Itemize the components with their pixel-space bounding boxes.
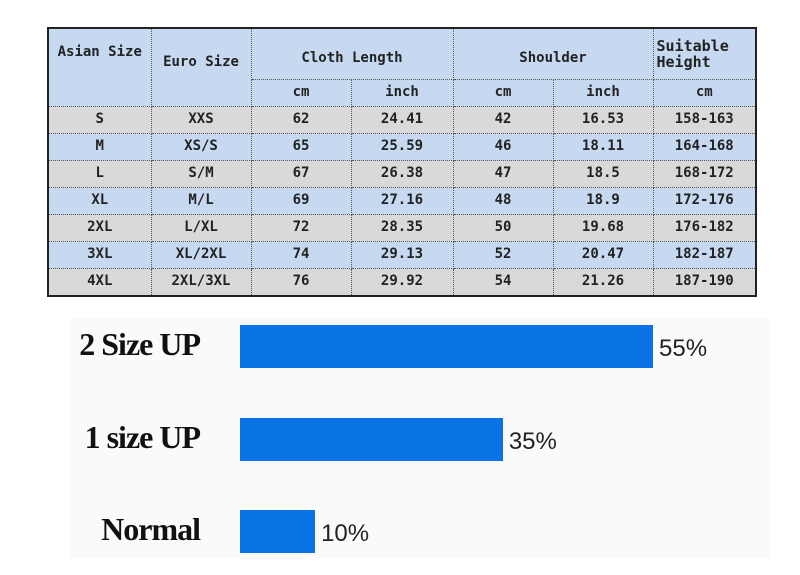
header-suitable-height: Suitable Height bbox=[652, 27, 757, 80]
cell-shoulder-cm: 46 bbox=[452, 133, 554, 161]
cell-cloth-length-inch: 29.92 bbox=[350, 268, 454, 297]
cell-cloth-length-inch: 25.59 bbox=[350, 133, 454, 161]
cell-shoulder-inch: 18.5 bbox=[552, 160, 654, 188]
cell-suitable-height-cm: 176-182 bbox=[652, 214, 757, 242]
size-recommendation-chart: 2 Size UP 55% 1 size UP 35% Normal 10% bbox=[70, 318, 770, 558]
size-chart-table: Asian Size Euro Size Cloth Length Should… bbox=[47, 27, 757, 297]
cell-asian-size: M bbox=[47, 133, 152, 161]
table-row: 2XL L/XL 72 28.35 50 19.68 176-182 bbox=[47, 214, 757, 242]
bar-1-size-up bbox=[240, 418, 503, 461]
cell-shoulder-inch: 18.11 bbox=[552, 133, 654, 161]
cell-cloth-length-inch: 24.41 bbox=[350, 106, 454, 134]
table-row: 4XL 2XL/3XL 76 29.92 54 21.26 187-190 bbox=[47, 268, 757, 297]
header-shoulder-inch: inch bbox=[552, 79, 654, 107]
table-row: L S/M 67 26.38 47 18.5 168-172 bbox=[47, 160, 757, 188]
table-body: S XXS 62 24.41 42 16.53 158-163 M XS/S 65 25.59 46 1… bbox=[47, 106, 757, 297]
cell-euro-size: XXS bbox=[150, 106, 252, 134]
cell-euro-size: S/M bbox=[150, 160, 252, 188]
cell-euro-size: M/L bbox=[150, 187, 252, 215]
cell-shoulder-cm: 54 bbox=[452, 268, 554, 297]
cell-euro-size: L/XL bbox=[150, 214, 252, 242]
cell-cloth-length-cm: 74 bbox=[250, 241, 352, 269]
cell-shoulder-cm: 47 bbox=[452, 160, 554, 188]
header-height-cm: cm bbox=[652, 79, 757, 107]
cell-euro-size: XS/S bbox=[150, 133, 252, 161]
header-cloth-length-cm: cm bbox=[250, 79, 352, 107]
cell-cloth-length-inch: 28.35 bbox=[350, 214, 454, 242]
cell-asian-size: 4XL bbox=[47, 268, 152, 297]
cell-cloth-length-cm: 65 bbox=[250, 133, 352, 161]
cell-cloth-length-cm: 69 bbox=[250, 187, 352, 215]
cell-shoulder-cm: 50 bbox=[452, 214, 554, 242]
bar-2-size-up bbox=[240, 325, 653, 368]
cell-shoulder-cm: 48 bbox=[452, 187, 554, 215]
header-cloth-length: Cloth Length bbox=[250, 27, 454, 80]
cell-shoulder-inch: 20.47 bbox=[552, 241, 654, 269]
cell-euro-size: 2XL/3XL bbox=[150, 268, 252, 297]
table-row: 3XL XL/2XL 74 29.13 52 20.47 182-187 bbox=[47, 241, 757, 269]
header-shoulder-cm: cm bbox=[452, 79, 554, 107]
header-cloth-length-inch: inch bbox=[350, 79, 454, 107]
cell-cloth-length-cm: 62 bbox=[250, 106, 352, 134]
cell-cloth-length-inch: 29.13 bbox=[350, 241, 454, 269]
cell-asian-size: XL bbox=[47, 187, 152, 215]
cell-suitable-height-cm: 158-163 bbox=[652, 106, 757, 134]
cell-shoulder-inch: 18.9 bbox=[552, 187, 654, 215]
cell-asian-size: 2XL bbox=[47, 214, 152, 242]
cell-shoulder-inch: 16.53 bbox=[552, 106, 654, 134]
header-shoulder: Shoulder bbox=[452, 27, 654, 80]
cell-cloth-length-inch: 27.16 bbox=[350, 187, 454, 215]
bar-value-label: 35% bbox=[508, 428, 557, 455]
cell-suitable-height-cm: 164-168 bbox=[652, 133, 757, 161]
bar-category-label: Normal bbox=[101, 511, 201, 547]
cell-shoulder-inch: 19.68 bbox=[552, 214, 654, 242]
table-row: M XS/S 65 25.59 46 18.11 164-168 bbox=[47, 133, 757, 161]
cell-cloth-length-cm: 76 bbox=[250, 268, 352, 297]
table-row: XL M/L 69 27.16 48 18.9 172-176 bbox=[47, 187, 757, 215]
cell-cloth-length-inch: 26.38 bbox=[350, 160, 454, 188]
cell-euro-size: XL/2XL bbox=[150, 241, 252, 269]
cell-cloth-length-cm: 67 bbox=[250, 160, 352, 188]
cell-shoulder-cm: 52 bbox=[452, 241, 554, 269]
cell-asian-size: 3XL bbox=[47, 241, 152, 269]
bar-category-label: 1 size UP bbox=[84, 419, 201, 455]
cell-suitable-height-cm: 182-187 bbox=[652, 241, 757, 269]
cell-shoulder-inch: 21.26 bbox=[552, 268, 654, 297]
bar-normal bbox=[240, 510, 316, 553]
cell-cloth-length-cm: 72 bbox=[250, 214, 352, 242]
cell-suitable-height-cm: 172-176 bbox=[652, 187, 757, 215]
cell-shoulder-cm: 42 bbox=[452, 106, 554, 134]
bar-value-label: 55% bbox=[659, 335, 708, 362]
header-euro-size: Euro Size bbox=[150, 27, 252, 107]
header-asian-size: Asian Size bbox=[47, 27, 152, 107]
cell-suitable-height-cm: 168-172 bbox=[652, 160, 757, 188]
cell-asian-size: S bbox=[47, 106, 152, 134]
bar-value-label: 10% bbox=[321, 520, 370, 547]
table-row: S XXS 62 24.41 42 16.53 158-163 bbox=[47, 106, 757, 134]
bar-category-label: 2 Size UP bbox=[79, 326, 201, 362]
cell-asian-size: L bbox=[47, 160, 152, 188]
cell-suitable-height-cm: 187-190 bbox=[652, 268, 757, 297]
